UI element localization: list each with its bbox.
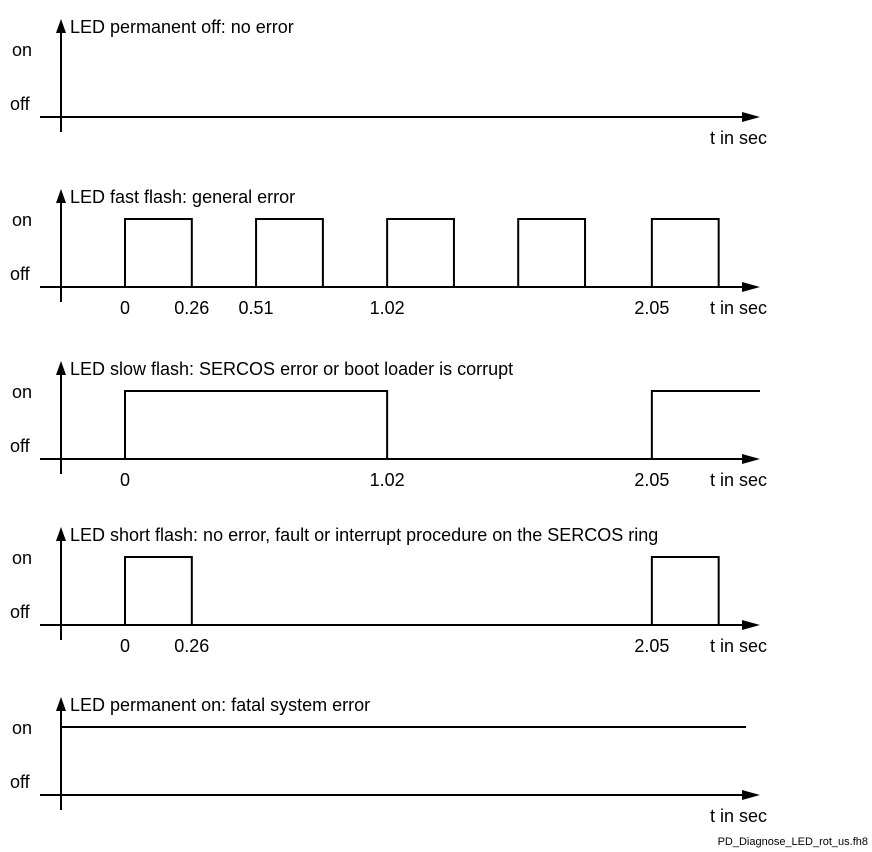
timing-panel: LED permanent off: no error on off t in sec [10,17,767,148]
tick-label: 1.02 [370,298,405,318]
axis-arrow-up-icon [56,697,66,711]
axis-arrow-up-icon [56,527,66,541]
signal-pulse [650,556,720,625]
signal-pulse [386,218,455,287]
panel-title: LED permanent off: no error [70,17,294,37]
tick-label: 0.26 [174,298,209,318]
panel-title: LED fast flash: general error [70,187,295,207]
off-label: off [10,264,31,284]
tick-label: 0.51 [239,298,274,318]
timing-panel: LED short flash: no error, fault or inte… [10,525,767,656]
axis-arrow-right-icon [742,454,760,464]
tick-label: 1.02 [370,470,405,490]
time-unit-label: t in sec [710,806,767,826]
axis-arrow-up-icon [56,19,66,33]
panel-title: LED permanent on: fatal system error [70,695,370,715]
signal-pulse [517,218,587,287]
tick-label: 2.05 [634,298,669,318]
axis-arrow-right-icon [742,620,760,630]
off-label: off [10,602,31,622]
time-unit-label: t in sec [710,636,767,656]
tick-label: 0.26 [174,636,209,656]
tick-label: 0 [120,470,130,490]
axis-arrow-up-icon [56,189,66,203]
on-label: on [12,548,32,568]
time-unit-label: t in sec [710,128,767,148]
off-label: off [10,772,31,792]
time-unit-label: t in sec [710,298,767,318]
tick-label: 2.05 [634,636,669,656]
signal-pulse [124,218,193,287]
signal-pulse [650,218,720,287]
on-label: on [12,40,32,60]
panel-title: LED slow flash: SERCOS error or boot loa… [70,359,513,379]
time-unit-label: t in sec [710,470,767,490]
panel-title: LED short flash: no error, fault or inte… [70,525,658,545]
signal-pulse [124,390,389,459]
tick-label: 0 [120,298,130,318]
on-label: on [12,382,32,402]
axis-arrow-right-icon [742,282,760,292]
off-label: off [10,436,31,456]
signal-pulse [650,390,760,459]
off-label: off [10,94,31,114]
axis-arrow-up-icon [56,361,66,375]
axis-arrow-right-icon [742,790,760,800]
signal-pulse [124,556,193,625]
axis-arrow-right-icon [742,112,760,122]
tick-label: 2.05 [634,470,669,490]
tick-label: 0 [120,636,130,656]
timing-panel: LED slow flash: SERCOS error or boot loa… [10,359,767,490]
timing-panel: LED permanent on: fatal system error on of… [10,695,767,826]
on-label: on [12,210,32,230]
timing-panel: LED fast flash: general error on off t in s… [10,187,767,318]
on-label: on [12,718,32,738]
signal-pulse [255,218,324,287]
file-name-footer: PD_Diagnose_LED_rot_us.fh8 [718,836,868,848]
